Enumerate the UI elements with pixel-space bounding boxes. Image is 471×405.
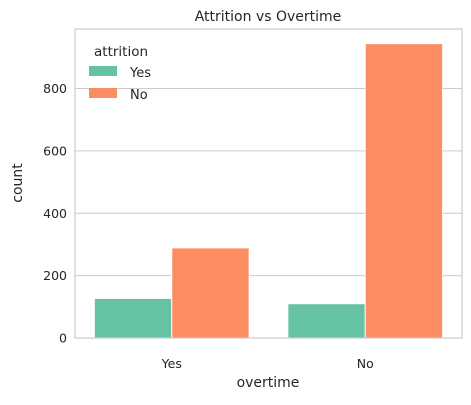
legend: attrition Yes No — [89, 44, 151, 103]
legend-swatch-no — [89, 88, 117, 98]
legend-label-yes: Yes — [129, 66, 151, 81]
y-tick-label: 800 — [43, 81, 67, 96]
bar-no-no — [364, 43, 444, 339]
y-tick-label: 0 — [59, 331, 67, 346]
bar-no-yes — [287, 303, 366, 339]
y-axis-label: count — [10, 163, 26, 203]
bar-yes-yes — [93, 297, 173, 339]
chart-title: Attrition vs Overtime — [195, 9, 342, 25]
x-tick-label: No — [357, 356, 374, 371]
y-tick-label: 200 — [43, 268, 67, 283]
x-tick-label: Yes — [161, 356, 182, 371]
tick-labels: 0 200 400 600 800 Yes No — [43, 81, 374, 371]
legend-label-no: No — [130, 88, 148, 103]
bar-yes-no — [171, 247, 250, 339]
y-tick-label: 400 — [43, 206, 67, 221]
legend-title: attrition — [94, 44, 148, 60]
bars — [93, 43, 444, 339]
axes — [74, 28, 463, 339]
legend-swatch-yes — [89, 66, 117, 76]
y-tick-label: 600 — [43, 143, 67, 158]
plot-frame — [74, 28, 463, 339]
x-axis-label: overtime — [237, 375, 300, 391]
